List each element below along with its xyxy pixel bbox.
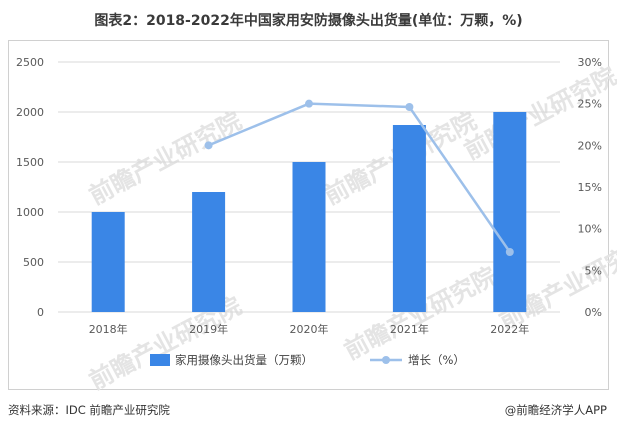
legend-label-line: 增长（%） (408, 353, 465, 367)
bar (91, 212, 125, 312)
growth-line (208, 102, 511, 253)
y-left-tick-label: 2500 (16, 56, 44, 69)
bar (192, 192, 226, 312)
legend-swatch-bar (150, 354, 170, 366)
y-right-tick-label: 30% (578, 56, 602, 69)
growth-point (405, 103, 414, 111)
x-tick-label: 2021年 (390, 322, 429, 336)
y-right-tick-label: 15% (578, 181, 602, 194)
y-left-tick-label: 500 (23, 256, 44, 269)
y-left-tick-label: 0 (37, 306, 44, 319)
growth-point (305, 99, 313, 108)
x-tick-label: 2022年 (490, 322, 529, 336)
y-right-tick-label: 5% (585, 264, 602, 277)
brand-label: @前瞻经济学人APP (504, 403, 607, 417)
bar (493, 112, 527, 312)
x-tick-label: 2020年 (290, 322, 329, 336)
y-right-tick-label: 0% (585, 306, 602, 319)
y-left-tick-label: 2000 (16, 106, 44, 119)
y-right-tick-label: 25% (578, 98, 602, 111)
growth-point (204, 141, 213, 150)
x-tick-label: 2018年 (89, 322, 128, 336)
chart-frame (8, 40, 609, 390)
legend-label-bar: 家用摄像头出货量（万颗） (175, 353, 313, 367)
y-right-tick-label: 10% (578, 223, 602, 236)
x-tick-label: 2019年 (189, 322, 228, 336)
legend-swatch-line-marker (382, 356, 390, 364)
y-left-tick-label: 1500 (16, 156, 44, 169)
chart-title: 图表2：2018-2022年中国家用安防摄像头出货量(单位：万颗，%) (94, 13, 523, 29)
source-note: 资料来源：IDC 前瞻产业研究院 (8, 403, 170, 417)
bar (392, 125, 426, 312)
growth-point (505, 248, 514, 256)
y-right-tick-label: 20% (578, 139, 602, 152)
y-left-tick-label: 1000 (16, 206, 44, 219)
bar (292, 162, 326, 312)
